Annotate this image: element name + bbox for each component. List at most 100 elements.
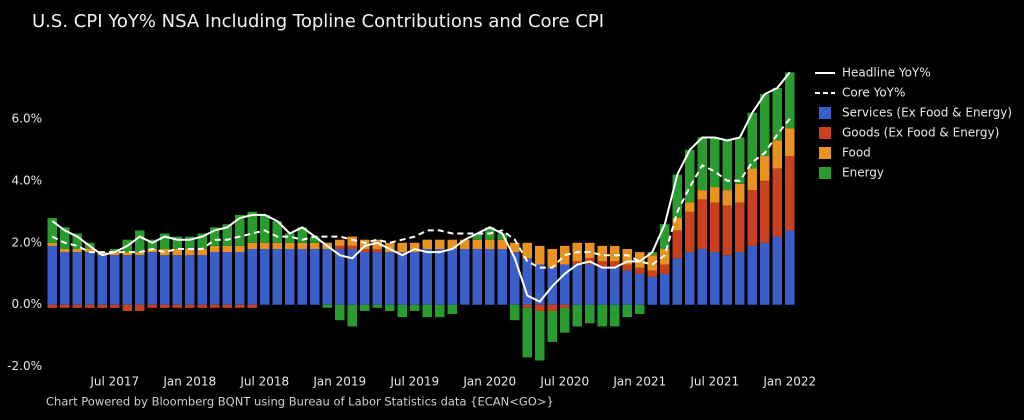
bar-segment (622, 270, 632, 305)
bar-segment (747, 168, 757, 191)
bar-segment (335, 239, 345, 246)
line-series (51, 71, 791, 303)
bar-segment (660, 248, 670, 265)
bar-segment (635, 304, 645, 315)
bar-segment (772, 168, 782, 237)
bar-segment (47, 218, 57, 243)
bar-segment (672, 258, 682, 305)
bar-segment (597, 267, 607, 305)
bar-segment (147, 239, 157, 249)
y-tick-label: 2.0% (12, 235, 43, 249)
bar-segment (322, 304, 332, 308)
bar-segment (785, 128, 795, 157)
bar-segment (110, 255, 120, 305)
bar-segment (560, 264, 570, 305)
bar-segment (410, 252, 420, 305)
bar-segment (635, 273, 645, 305)
bar-segment (697, 137, 707, 191)
bar-segment (597, 261, 607, 268)
bar-segment (397, 304, 407, 318)
bar-segment (647, 270, 657, 277)
bar-segment (160, 233, 170, 249)
bar-segment (747, 190, 757, 246)
x-tick-label: Jul 2018 (239, 375, 289, 389)
bar-segment (710, 137, 720, 188)
bar-segment (497, 239, 507, 249)
bar-segment (697, 199, 707, 249)
bar-segment (72, 233, 82, 249)
bar-segment (422, 239, 432, 249)
bar-segment (135, 230, 145, 253)
bar-segment (622, 304, 632, 318)
bar-segment (610, 245, 620, 262)
bar-segment (172, 248, 182, 256)
legend-label: Headline YoY% (842, 66, 931, 80)
bar-segment (672, 230, 682, 259)
bar-segment (685, 252, 695, 305)
bar-segment (447, 304, 457, 315)
bar-segment (772, 87, 782, 141)
bar-segment (85, 252, 95, 305)
bar-segment (297, 227, 307, 243)
bar-segment (272, 242, 282, 249)
bar-segment (572, 264, 582, 305)
bar-segment (197, 248, 207, 256)
bar-segment (197, 233, 207, 249)
bar-segment (285, 233, 295, 243)
chart-title: U.S. CPI YoY% NSA Including Topline Cont… (32, 11, 604, 32)
x-tick-label: Jan 2022 (762, 375, 816, 389)
bar-segment (785, 156, 795, 231)
bar-segment (222, 245, 232, 253)
bar-segment (422, 248, 432, 305)
x-tick-label: Jan 2020 (462, 375, 516, 389)
bar-segment (422, 304, 432, 318)
bar-segment (472, 233, 482, 240)
bar-segment (210, 252, 220, 305)
bar-segment (72, 304, 82, 308)
bar-segment (310, 242, 320, 249)
bar-segment (547, 310, 557, 342)
bar-segment (135, 255, 145, 305)
bar-segment (185, 304, 195, 308)
x-tick-label: Jan 2018 (162, 375, 216, 389)
bar-segment (760, 156, 770, 181)
bar-segment (572, 261, 582, 265)
bar-segment (522, 258, 532, 305)
bar-segment (47, 304, 57, 308)
bar-segment (610, 304, 620, 327)
x-tick-label: Jul 2019 (389, 375, 439, 389)
x-tick-label: Jul 2017 (89, 375, 139, 389)
bar-segment (247, 304, 257, 308)
bar-segment (535, 310, 545, 361)
bar-segment (672, 174, 682, 218)
bar-segment (122, 252, 132, 256)
bar-segment (410, 242, 420, 253)
bar-segment (735, 202, 745, 253)
bar-segment (297, 248, 307, 305)
bar-segment (147, 252, 157, 305)
bar-segment (97, 255, 107, 305)
bar-segment (122, 304, 132, 311)
bar-segment (447, 239, 457, 249)
bar-segment (147, 248, 157, 253)
bar-segment (285, 242, 295, 249)
bar-segment (297, 242, 307, 249)
bar-segment (585, 242, 595, 259)
bar-segment (460, 248, 470, 305)
bar-segment (110, 248, 120, 253)
bar-segment (560, 307, 570, 333)
x-tick-label: Jul 2021 (689, 375, 739, 389)
bar-segment (347, 304, 357, 327)
bar-segment (385, 304, 395, 311)
bar-segment (60, 227, 70, 249)
bar-segment (635, 252, 645, 268)
bar-segment (385, 252, 395, 305)
bar-segment (172, 255, 182, 305)
bar-segment (510, 252, 520, 305)
bar-segment (360, 239, 370, 249)
bar-segment (247, 242, 257, 249)
bar-segment (210, 304, 220, 308)
bar-segment (85, 304, 95, 308)
bar-segment (660, 273, 670, 305)
bar-segment (522, 242, 532, 259)
